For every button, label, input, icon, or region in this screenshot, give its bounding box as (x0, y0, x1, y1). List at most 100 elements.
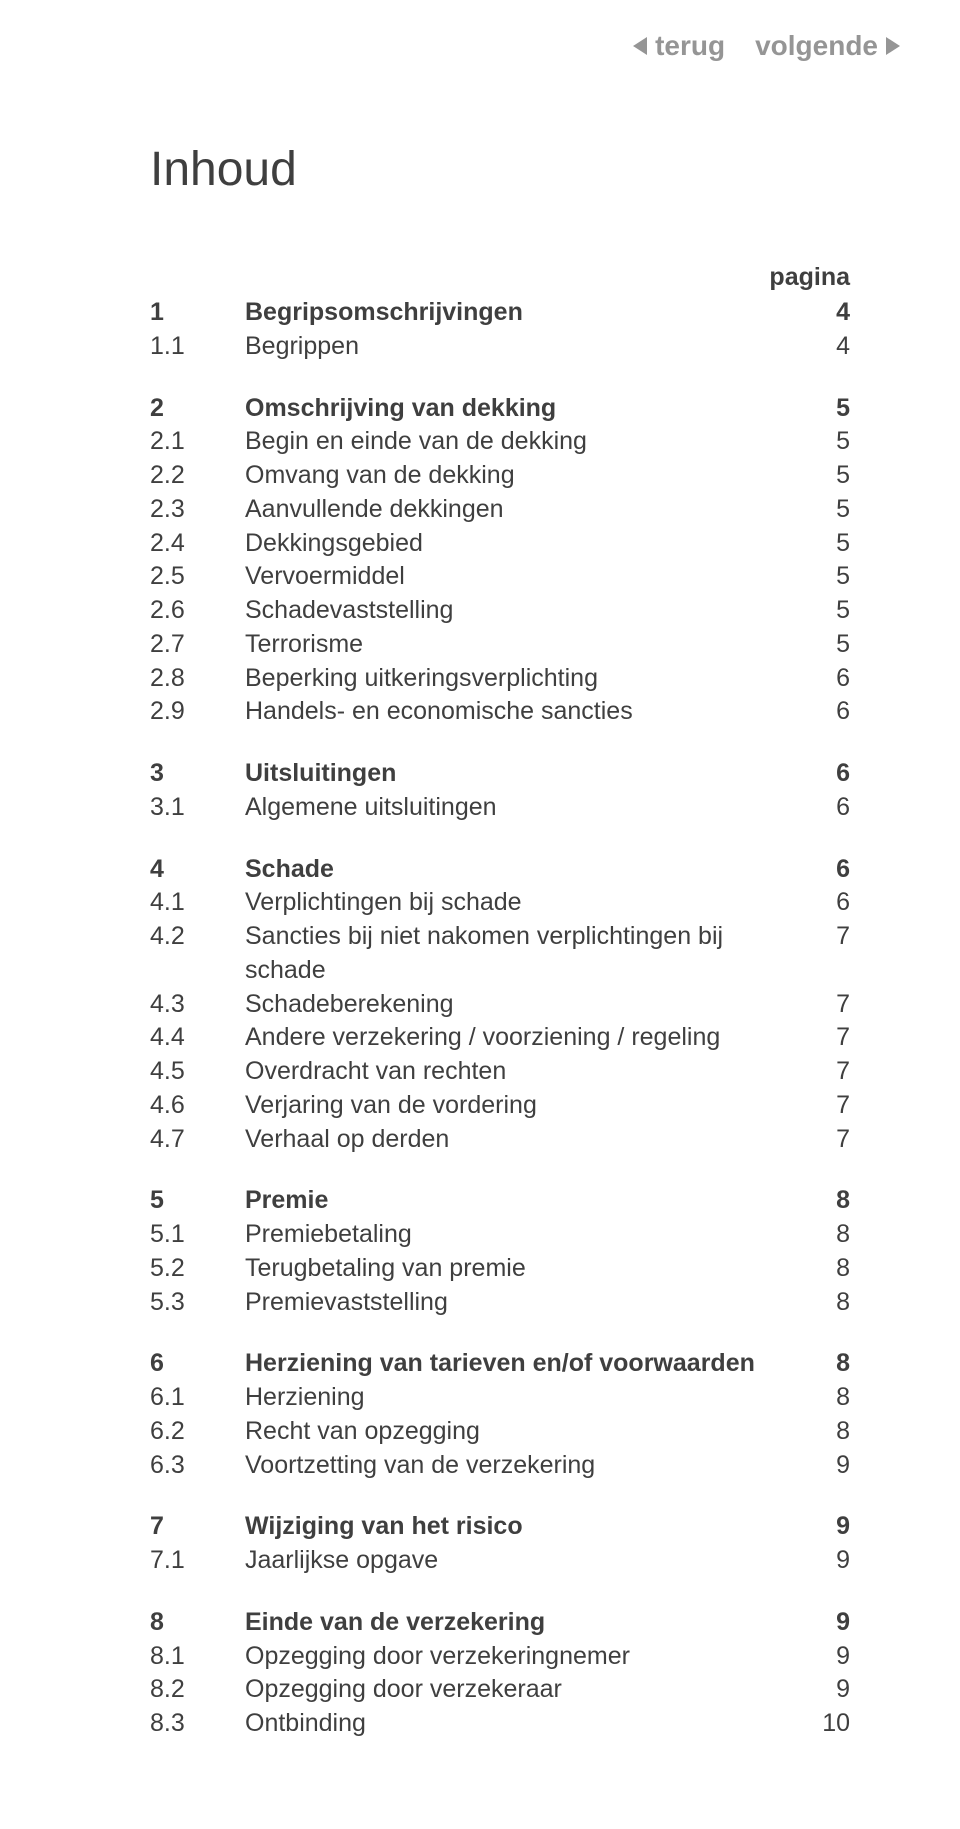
toc-page: 6 (820, 695, 850, 729)
toc-row[interactable]: 6.2Recht van opzegging8 (150, 1415, 850, 1449)
toc-text: Omvang van de dekking (245, 459, 820, 493)
toc-text: Terugbetaling van premie (245, 1252, 820, 1286)
toc-number: 3 (150, 757, 245, 791)
toc-row[interactable]: 2Omschrijving van dekking5 (150, 392, 850, 426)
toc-row[interactable]: 8.1Opzegging door verzekeringnemer9 (150, 1640, 850, 1674)
toc-row[interactable]: 2.1Begin en einde van de dekking5 (150, 425, 850, 459)
toc-number: 2.5 (150, 560, 245, 594)
toc-page: 8 (820, 1381, 850, 1415)
toc-row[interactable]: 6.3Voortzetting van de verzekering9 (150, 1449, 850, 1483)
toc-row[interactable]: 5.3Premievaststelling8 (150, 1286, 850, 1320)
toc-number: 6.1 (150, 1381, 245, 1415)
toc-row[interactable]: 8.2Opzegging door verzekeraar9 (150, 1673, 850, 1707)
toc-number: 7.1 (150, 1544, 245, 1578)
toc-page: 4 (820, 330, 850, 364)
toc-row[interactable]: 5Premie8 (150, 1184, 850, 1218)
toc-row[interactable]: 2.7Terrorisme5 (150, 628, 850, 662)
toc-row[interactable]: 8Einde van de verzekering9 (150, 1606, 850, 1640)
toc-page: 9 (820, 1544, 850, 1578)
toc-number: 4.4 (150, 1021, 245, 1055)
toc-text: Begin en einde van de dekking (245, 425, 820, 459)
toc-row[interactable]: 5.2Terugbetaling van premie8 (150, 1252, 850, 1286)
toc-text: Verhaal op derden (245, 1123, 820, 1157)
toc-page: 5 (820, 459, 850, 493)
back-button[interactable]: terug (633, 30, 725, 62)
toc-page: 7 (820, 1021, 850, 1055)
toc-page: 5 (820, 594, 850, 628)
toc-row[interactable]: 4.1Verplichtingen bij schade6 (150, 886, 850, 920)
toc-section: 5Premie85.1Premiebetaling85.2Terugbetali… (150, 1184, 850, 1319)
toc-text: Einde van de verzekering (245, 1606, 820, 1640)
next-label: volgende (755, 30, 878, 62)
toc-row[interactable]: 4Schade6 (150, 853, 850, 887)
toc-page: 8 (820, 1218, 850, 1252)
toc-text: Premievaststelling (245, 1286, 820, 1320)
toc-row[interactable]: 5.1Premiebetaling8 (150, 1218, 850, 1252)
toc-page: 9 (820, 1510, 850, 1544)
toc-number: 2.3 (150, 493, 245, 527)
toc-text: Premie (245, 1184, 820, 1218)
toc-section: 3Uitsluitingen63.1Algemene uitsluitingen… (150, 757, 850, 825)
toc-row[interactable]: 4.3Schadeberekening7 (150, 988, 850, 1022)
toc-row[interactable]: 6.1Herziening8 (150, 1381, 850, 1415)
toc-text: Schadevaststelling (245, 594, 820, 628)
toc-number: 3.1 (150, 791, 245, 825)
toc-number: 6 (150, 1347, 245, 1381)
toc-page: 8 (820, 1347, 850, 1381)
toc-row[interactable]: 2.5Vervoermiddel5 (150, 560, 850, 594)
toc-row[interactable]: 4.2Sancties bij niet nakomen verplichtin… (150, 920, 850, 988)
toc-page: 9 (820, 1449, 850, 1483)
toc-number: 2 (150, 392, 245, 426)
toc-row[interactable]: 3Uitsluitingen6 (150, 757, 850, 791)
toc-row[interactable]: 4.4Andere verzekering / voorziening / re… (150, 1021, 850, 1055)
toc-number: 6.2 (150, 1415, 245, 1449)
toc-text: Opzegging door verzekeraar (245, 1673, 820, 1707)
toc-page: 8 (820, 1252, 850, 1286)
toc-number: 8.1 (150, 1640, 245, 1674)
toc-text: Sancties bij niet nakomen verplichtingen… (245, 920, 820, 988)
toc-row[interactable]: 2.9Handels- en economische sancties6 (150, 695, 850, 729)
next-button[interactable]: volgende (755, 30, 900, 62)
toc-page: 7 (820, 1055, 850, 1089)
toc-text: Overdracht van rechten (245, 1055, 820, 1089)
toc-row[interactable]: 2.3Aanvullende dekkingen5 (150, 493, 850, 527)
toc-section: 2Omschrijving van dekking52.1Begin en ei… (150, 392, 850, 730)
toc-row[interactable]: 3.1Algemene uitsluitingen6 (150, 791, 850, 825)
toc-number: 8.3 (150, 1707, 245, 1741)
toc-text: Herziening (245, 1381, 820, 1415)
toc-row[interactable]: 1.1Begrippen4 (150, 330, 850, 364)
toc-page: 7 (820, 920, 850, 954)
toc-number: 2.4 (150, 527, 245, 561)
toc-page: 5 (820, 392, 850, 426)
toc-number: 5.1 (150, 1218, 245, 1252)
toc-row[interactable]: 4.7Verhaal op derden7 (150, 1123, 850, 1157)
toc-text: Schade (245, 853, 820, 887)
toc-row[interactable]: 8.3Ontbinding10 (150, 1707, 850, 1741)
toc-number: 5 (150, 1184, 245, 1218)
toc-row[interactable]: 2.2Omvang van de dekking5 (150, 459, 850, 493)
toc-number: 8.2 (150, 1673, 245, 1707)
toc-row[interactable]: 6Herziening van tarieven en/of voorwaard… (150, 1347, 850, 1381)
toc-section: 8Einde van de verzekering98.1Opzegging d… (150, 1606, 850, 1741)
toc-number: 6.3 (150, 1449, 245, 1483)
toc-page: 4 (820, 296, 850, 330)
toc-page: 8 (820, 1415, 850, 1449)
toc-text: Begripsomschrijvingen (245, 296, 820, 330)
toc-row[interactable]: 7.1Jaarlijkse opgave9 (150, 1544, 850, 1578)
toc-row[interactable]: 2.8Beperking uitkeringsverplichting6 (150, 662, 850, 696)
toc-row[interactable]: 4.6Verjaring van de vordering7 (150, 1089, 850, 1123)
toc-number: 4.2 (150, 920, 245, 954)
toc-text: Algemene uitsluitingen (245, 791, 820, 825)
toc-page: 6 (820, 757, 850, 791)
toc-row[interactable]: 2.4Dekkingsgebied5 (150, 527, 850, 561)
back-label: terug (655, 30, 725, 62)
toc-number: 2.8 (150, 662, 245, 696)
toc-row[interactable]: 4.5Overdracht van rechten7 (150, 1055, 850, 1089)
toc-text: Recht van opzegging (245, 1415, 820, 1449)
toc-number: 1.1 (150, 330, 245, 364)
toc-row[interactable]: 2.6Schadevaststelling5 (150, 594, 850, 628)
toc-number: 4.6 (150, 1089, 245, 1123)
toc-row[interactable]: 1Begripsomschrijvingen4 (150, 296, 850, 330)
toc-number: 2.9 (150, 695, 245, 729)
toc-row[interactable]: 7Wijziging van het risico9 (150, 1510, 850, 1544)
